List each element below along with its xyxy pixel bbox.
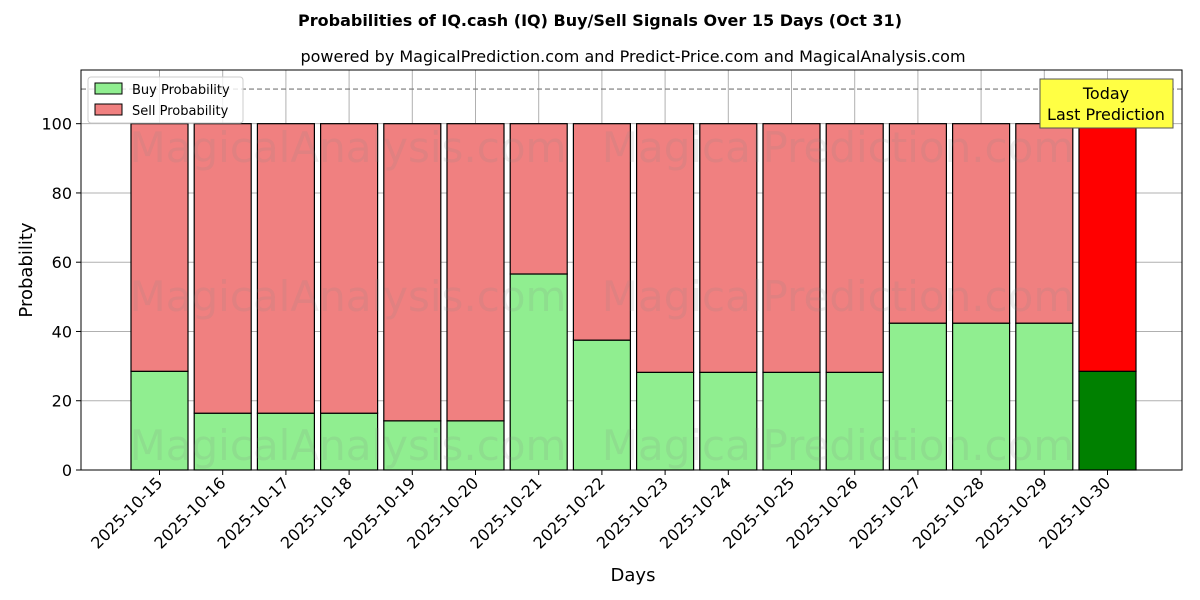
y-tick-label: 60 xyxy=(52,253,72,272)
buy-bar xyxy=(699,371,758,471)
sell-bar xyxy=(888,123,948,324)
sell-bar xyxy=(635,123,695,373)
watermark: MagicalAnalysis.com xyxy=(130,123,567,172)
y-tick-label: 20 xyxy=(52,392,72,411)
watermark: MagicalPrediction.com xyxy=(602,421,1075,470)
sell-bar xyxy=(572,123,632,341)
y-tick-label: 40 xyxy=(52,322,72,341)
watermark: MagicalAnalysis.com xyxy=(130,272,567,321)
annotation-line1: Today xyxy=(1082,84,1129,103)
watermark: MagicalPrediction.com xyxy=(602,272,1075,321)
sell-bar xyxy=(130,123,189,372)
buy-bar xyxy=(1078,370,1137,471)
buy-bar xyxy=(256,412,315,471)
sell-bar xyxy=(825,123,884,373)
legend: Buy Probability Sell Probability xyxy=(87,76,244,124)
today-annotation: Today Last Prediction xyxy=(1039,78,1174,129)
buy-bar xyxy=(825,371,884,471)
legend-swatch-sell xyxy=(94,103,123,116)
plot-frame xyxy=(80,69,1183,471)
watermark: MagicalAnalysis.com xyxy=(130,421,567,470)
buy-bar xyxy=(635,371,695,471)
y-tick-label: 80 xyxy=(52,184,72,203)
sell-bar xyxy=(446,123,505,422)
sell-bar xyxy=(699,123,758,373)
buy-bar xyxy=(193,412,252,471)
sell-bar xyxy=(951,123,1011,324)
chart-title: Probabilities of IQ.cash (IQ) Buy/Sell S… xyxy=(298,11,902,30)
legend-label-sell: Sell Probability xyxy=(132,104,229,119)
annotation-line2: Last Prediction xyxy=(1047,105,1165,124)
bars xyxy=(130,123,1137,471)
legend-label-buy: Buy Probability xyxy=(132,83,230,98)
legend-swatch-buy xyxy=(94,82,123,95)
buy-bar xyxy=(888,322,948,471)
sell-bar xyxy=(1078,123,1137,372)
chart-subtitle: powered by MagicalPrediction.com and Pre… xyxy=(300,47,965,66)
sell-bar xyxy=(320,123,379,414)
x-axis-label: Days xyxy=(611,565,656,586)
buy-bar xyxy=(383,420,442,471)
y-tick-label: 0 xyxy=(62,461,72,480)
y-axis-label: Probability xyxy=(16,222,37,317)
sell-bar xyxy=(383,123,442,422)
sell-bar xyxy=(762,123,821,373)
sell-bar xyxy=(256,123,315,414)
y-tick-label: 100 xyxy=(41,115,72,134)
sell-bar xyxy=(193,123,252,414)
buy-bar xyxy=(762,371,821,471)
watermarks: MagicalAnalysis.com MagicalPrediction.com… xyxy=(130,123,1075,470)
buy-bar xyxy=(446,420,505,471)
watermark: MagicalPrediction.com xyxy=(602,123,1075,172)
buy-bar xyxy=(572,339,632,471)
sell-bar xyxy=(509,123,568,275)
buy-bar xyxy=(509,273,568,471)
sell-bar xyxy=(1015,123,1074,324)
